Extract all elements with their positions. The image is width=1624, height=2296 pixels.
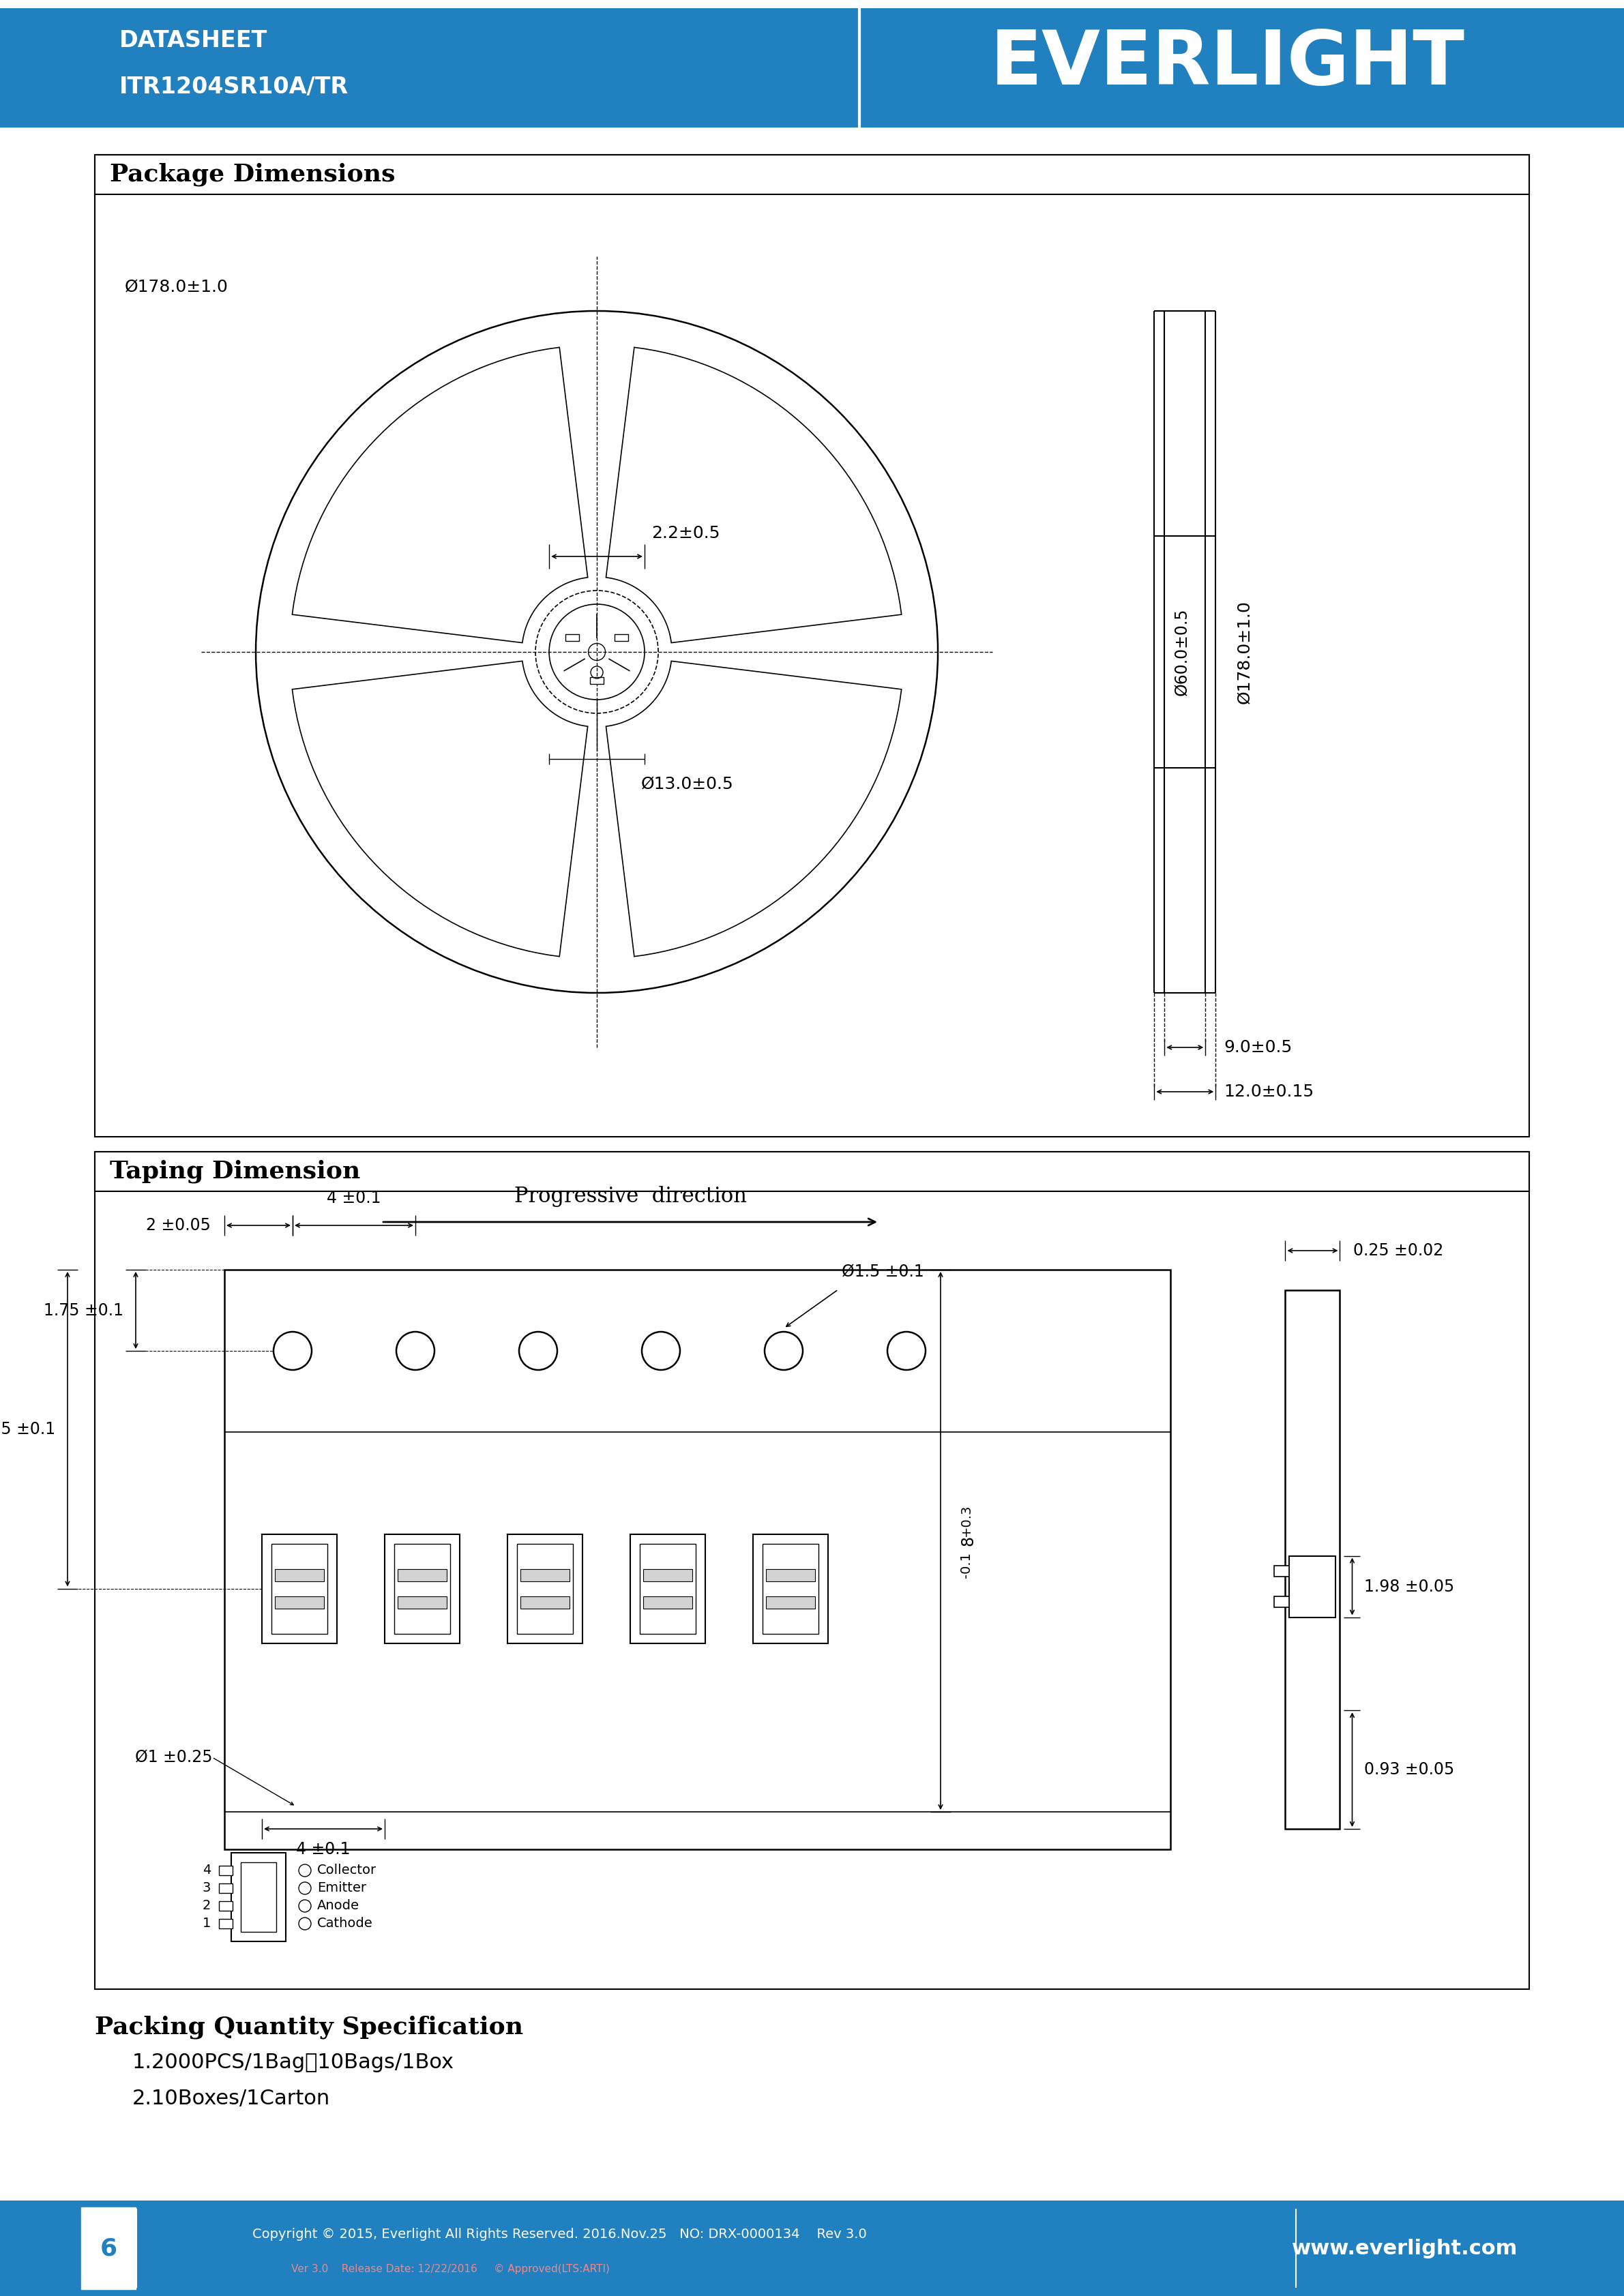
Text: www.everlight.com: www.everlight.com	[1293, 2239, 1518, 2259]
Text: 1.2000PCS/1Bag、10Bags/1Box: 1.2000PCS/1Bag、10Bags/1Box	[132, 2053, 455, 2073]
Text: 3: 3	[203, 1883, 211, 1894]
Bar	[398, 1568, 447, 1582]
Text: Emitter: Emitter	[317, 1883, 367, 1894]
Circle shape	[520, 1332, 557, 1371]
Bar	[643, 1596, 692, 1607]
Bar	[274, 1596, 323, 1607]
Bar	[767, 1568, 815, 1582]
Text: Copyright © 2015, Everlight All Rights Reserved. 2016.Nov.25   NO: DRX-0000134  : Copyright © 2015, Everlight All Rights R…	[252, 2227, 867, 2241]
Bar	[590, 677, 604, 684]
Bar	[231, 1853, 286, 1942]
Bar	[94, 154, 1530, 195]
Circle shape	[396, 1332, 435, 1371]
Circle shape	[887, 1332, 926, 1371]
Text: 4 ±0.1: 4 ±0.1	[326, 1189, 382, 1205]
Text: Collector: Collector	[317, 1864, 377, 1876]
Text: 4: 4	[203, 1864, 211, 1876]
Bar	[274, 1568, 323, 1582]
Bar	[640, 1543, 695, 1632]
Bar	[81, 2206, 136, 2289]
Text: EVERLIGHT: EVERLIGHT	[991, 28, 1465, 101]
Text: Ø60.0±0.5: Ø60.0±0.5	[1174, 608, 1190, 696]
Text: 9.0±0.5: 9.0±0.5	[1224, 1040, 1293, 1056]
Text: Package Dimensions: Package Dimensions	[110, 163, 395, 186]
Text: Ø178.0±1.0: Ø178.0±1.0	[125, 278, 229, 294]
Text: 0.93 ±0.05: 0.93 ±0.05	[1364, 1761, 1455, 1777]
Text: 2.10Boxes/1Carton: 2.10Boxes/1Carton	[132, 2089, 330, 2108]
Bar	[219, 1883, 232, 1892]
Text: DATASHEET: DATASHEET	[119, 30, 268, 53]
Text: 2.2±0.5: 2.2±0.5	[651, 526, 719, 542]
Text: EVERLIGHT: EVERLIGHT	[200, 1525, 793, 1616]
Polygon shape	[606, 347, 901, 643]
Text: 2 ±0.05: 2 ±0.05	[146, 1217, 211, 1233]
Text: Ø13.0±0.5: Ø13.0±0.5	[641, 776, 734, 792]
Polygon shape	[292, 661, 588, 957]
Circle shape	[765, 1332, 802, 1371]
Text: 1: 1	[203, 1917, 211, 1931]
Bar	[565, 634, 578, 641]
Text: -0.1: -0.1	[960, 1552, 973, 1577]
Bar	[1289, 1557, 1337, 1616]
Text: Ø1.5 ±0.1: Ø1.5 ±0.1	[841, 1263, 924, 1279]
Bar	[219, 1919, 232, 1929]
Text: 1.98 ±0.05: 1.98 ±0.05	[1364, 1577, 1455, 1596]
Text: 1.75 ±0.1: 1.75 ±0.1	[44, 1302, 123, 1318]
Bar	[1285, 1290, 1340, 1830]
Bar	[0, 0, 1624, 129]
Text: Cathode: Cathode	[317, 1917, 374, 1931]
Circle shape	[641, 1332, 680, 1371]
Bar	[94, 1153, 1530, 1192]
Text: 6: 6	[101, 2236, 117, 2259]
Bar	[643, 1568, 692, 1582]
Polygon shape	[292, 347, 588, 643]
Text: Anode: Anode	[317, 1899, 359, 1913]
Bar	[507, 1534, 583, 1644]
Bar	[520, 1568, 570, 1582]
Text: Ø1 ±0.25: Ø1 ±0.25	[135, 1750, 213, 1766]
Bar	[630, 1534, 705, 1644]
Bar	[767, 1596, 815, 1607]
Text: Packing Quantity Specification: Packing Quantity Specification	[94, 2016, 523, 2039]
Text: 0.25 ±0.02: 0.25 ±0.02	[1353, 1242, 1444, 1258]
Bar	[271, 1543, 328, 1632]
Bar	[1275, 1566, 1289, 1577]
Bar	[520, 1596, 570, 1607]
Text: 8: 8	[960, 1536, 976, 1545]
Text: Taping Dimension: Taping Dimension	[110, 1159, 361, 1182]
Text: Ver 3.0    Release Date: 12/22/2016     © Approved(LTS:ARTI): Ver 3.0 Release Date: 12/22/2016 © Appro…	[291, 2264, 609, 2275]
Bar	[754, 1534, 828, 1644]
Bar	[516, 1543, 573, 1632]
Bar	[0, 2200, 1624, 2296]
Text: 12.0±0.15: 12.0±0.15	[1224, 1084, 1314, 1100]
Text: 4 ±0.1: 4 ±0.1	[296, 1841, 351, 1857]
Bar	[763, 1543, 818, 1632]
Bar	[0, 0, 1624, 9]
Text: +0.3: +0.3	[960, 1504, 973, 1536]
Bar	[224, 1270, 1171, 1848]
Circle shape	[273, 1332, 312, 1371]
Bar	[385, 1534, 460, 1644]
Bar	[240, 1862, 276, 1931]
Text: 2: 2	[203, 1899, 211, 1913]
Bar	[219, 1901, 232, 1910]
Bar	[395, 1543, 450, 1632]
Text: Ø178.0±1.0: Ø178.0±1.0	[1236, 599, 1252, 703]
Bar	[398, 1596, 447, 1607]
Text: ITR1204SR10A/TR: ITR1204SR10A/TR	[119, 76, 349, 99]
Text: Progressive  direction: Progressive direction	[513, 1185, 747, 1208]
Bar	[94, 1153, 1530, 1988]
Bar	[94, 154, 1530, 1137]
Bar	[1275, 1596, 1289, 1607]
Polygon shape	[606, 661, 901, 957]
Bar	[261, 1534, 336, 1644]
Text: 3.5 ±0.1: 3.5 ±0.1	[0, 1421, 55, 1437]
Bar	[219, 1867, 232, 1876]
Bar	[615, 634, 628, 641]
